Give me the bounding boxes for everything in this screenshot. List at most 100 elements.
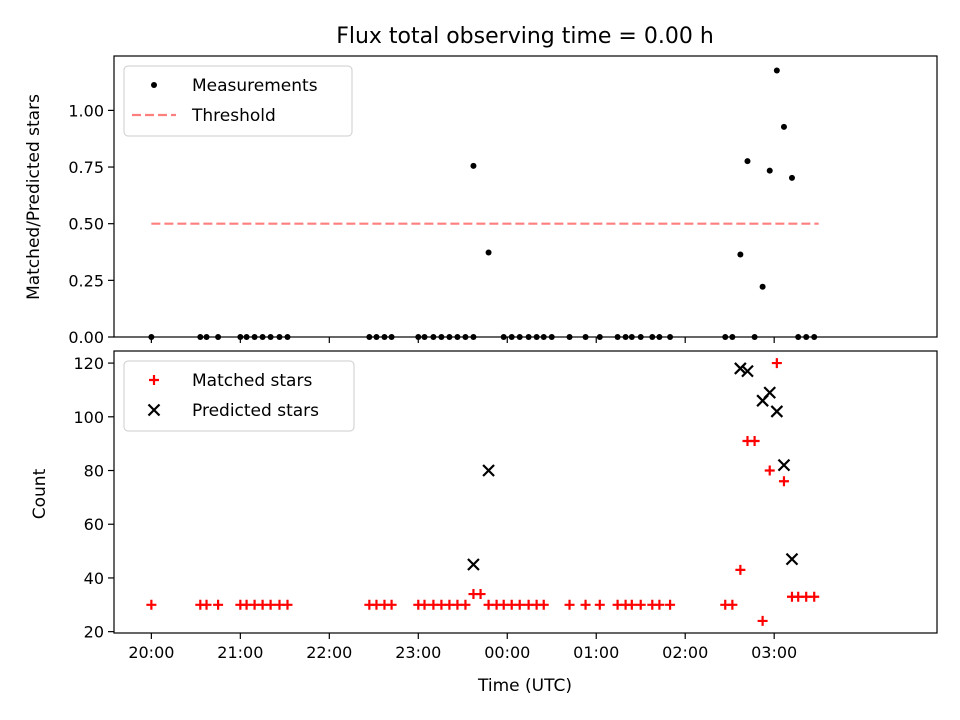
top-data-point (525, 334, 532, 340)
top-data-point (500, 334, 507, 340)
bottom-data-point (475, 589, 486, 600)
bottom-series-predicted-stars (467, 362, 799, 571)
top-plot-area: 0.00 0.25 0.50 0.75 1.00 Measurements Threshol… (68, 55, 938, 347)
bottom-data-point (735, 564, 746, 575)
bottom-y-tick-label: 60 (84, 515, 104, 534)
bottom-data-point (770, 405, 784, 418)
top-data-point (485, 249, 492, 256)
bottom-data-point (777, 458, 791, 472)
bottom-data-point (771, 358, 782, 369)
top-y-tick-label: 0.50 (68, 215, 104, 234)
top-data-point (373, 334, 380, 340)
top-data-point (795, 334, 802, 340)
top-data-point (729, 334, 736, 340)
bottom-data-point (467, 558, 480, 571)
top-data-point (388, 334, 395, 340)
bottom-data-point (282, 599, 293, 610)
top-data-point (780, 123, 787, 130)
top-data-point (722, 334, 729, 340)
bottom-y-tick-label: 80 (84, 462, 104, 481)
top-data-point (596, 334, 603, 340)
top-data-point (508, 334, 515, 340)
top-y-tick-label: 0.00 (68, 328, 104, 347)
bottom-x-tick-label: 01:00 (573, 643, 619, 662)
bottom-y-tick-label: 20 (84, 623, 104, 642)
top-data-point (421, 334, 428, 340)
top-data-point (751, 334, 758, 340)
bottom-legend-label: Matched stars (192, 371, 312, 391)
top-data-point (366, 334, 373, 340)
bottom-data-point (763, 386, 777, 399)
bottom-y-tick-label: 100 (73, 408, 104, 427)
bottom-y-tick-label: 40 (84, 569, 104, 588)
top-data-point (148, 334, 155, 340)
top-data-point (628, 334, 635, 340)
bottom-axes-frame (113, 350, 938, 634)
bottom-data-point (514, 599, 525, 610)
bottom-legend-marker (147, 403, 161, 417)
top-data-point (215, 334, 222, 340)
top-data-point (656, 334, 663, 340)
bottom-data-point (778, 476, 789, 487)
top-data-point (759, 283, 766, 290)
bottom-data-point (213, 599, 224, 610)
top-data-point (766, 167, 773, 174)
bottom-x-tick-label: 03:00 (751, 643, 797, 662)
bottom-data-point (594, 599, 605, 610)
bottom-x-tick-label: 21:00 (217, 643, 263, 662)
top-data-point (203, 334, 210, 340)
bottom-data-point (757, 615, 768, 626)
top-data-point (438, 334, 445, 340)
bottom-data-point (460, 599, 471, 610)
bottom-data-point (564, 599, 575, 610)
top-legend: Measurements Threshold (123, 65, 353, 137)
top-legend-label: Threshold (191, 106, 276, 126)
bottom-legend: Matched stars Predicted stars (123, 360, 355, 432)
bottom-x-tick-label: 00:00 (484, 643, 530, 662)
top-chart-title: Flux total observing time = 0.00 h (336, 24, 714, 49)
bottom-y-tick-label: 120 (73, 354, 104, 373)
bottom-data-point (734, 362, 747, 375)
bottom-data-point (749, 435, 760, 446)
top-legend-label: Measurements (192, 76, 318, 96)
bottom-x-tick-label: 02:00 (662, 643, 708, 662)
bottom-data-point (665, 599, 676, 610)
bottom-data-point (635, 599, 646, 610)
bottom-data-point (785, 552, 799, 566)
bottom-plot-area: 20 40 60 80 100 120 20:00 21:00 22:00 23:00 00:00 0… (73, 350, 938, 662)
top-data-point (614, 334, 621, 340)
top-data-point (237, 334, 244, 340)
top-data-point (446, 334, 453, 340)
bottom-data-point (580, 599, 591, 610)
top-data-point (667, 334, 674, 340)
bottom-legend-marker (149, 375, 159, 385)
top-data-point (622, 334, 629, 340)
top-y-tick-label: 0.75 (68, 158, 104, 177)
bottom-data-point (146, 599, 157, 610)
top-legend-box (123, 65, 353, 137)
bottom-data-point (741, 364, 754, 378)
bottom-x-tick-label: 23:00 (395, 643, 441, 662)
top-data-point (197, 334, 204, 340)
top-y-axis-label: Matched/Predicted stars (24, 94, 44, 300)
top-data-point (811, 334, 818, 340)
top-data-point (788, 174, 795, 181)
bottom-data-point (386, 599, 397, 610)
top-y-tick-label: 1.00 (68, 101, 104, 120)
bottom-data-point (727, 599, 738, 610)
top-data-point (516, 334, 523, 340)
bottom-series-matched-stars (146, 358, 820, 626)
bottom-data-point (201, 599, 212, 610)
top-data-point (430, 334, 437, 340)
x-axis-label: Time (UTC) (477, 676, 572, 696)
bottom-data-point (809, 591, 820, 602)
bottom-x-tick-label: 20:00 (128, 643, 174, 662)
top-data-point (470, 162, 477, 169)
bottom-data-point (265, 599, 276, 610)
top-data-point (533, 334, 540, 340)
bottom-data-point (626, 599, 637, 610)
top-data-point (566, 334, 573, 340)
bottom-data-point (419, 599, 430, 610)
top-data-point (462, 334, 469, 340)
